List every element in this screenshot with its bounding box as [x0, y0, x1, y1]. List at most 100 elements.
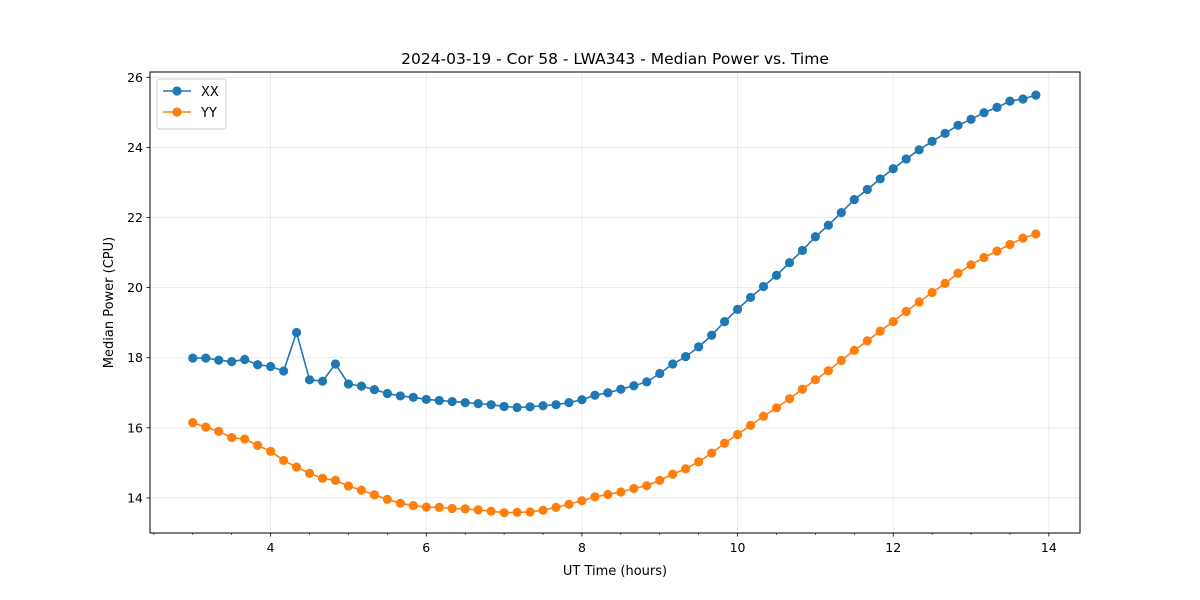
data-point-xx	[784, 258, 795, 268]
data-point-yy	[525, 507, 535, 517]
data-point-yy	[577, 496, 587, 506]
data-point-xx	[979, 108, 989, 118]
data-point-xx	[681, 352, 691, 362]
data-point-yy	[875, 326, 885, 336]
data-point-yy	[330, 475, 341, 486]
data-point-yy	[745, 420, 756, 430]
legend-label-xx: XX	[201, 85, 219, 100]
data-point-yy	[719, 438, 730, 448]
data-point-xx	[253, 360, 263, 370]
data-point-xx	[188, 353, 198, 363]
data-point-yy	[460, 504, 470, 514]
data-point-yy	[512, 507, 522, 517]
data-point-xx	[512, 402, 522, 413]
data-point-yy	[694, 457, 704, 467]
data-point-xx	[719, 317, 730, 327]
data-point-xx	[421, 394, 431, 405]
data-point-yy	[214, 426, 224, 436]
data-point-xx	[590, 390, 600, 400]
data-point-yy	[434, 502, 444, 513]
data-point-yy	[304, 468, 315, 478]
data-point-yy	[356, 485, 367, 495]
data-point-xx	[707, 330, 717, 340]
data-point-xx	[758, 281, 769, 292]
data-point-xx	[499, 401, 509, 412]
legend-marker-xx	[172, 86, 182, 96]
data-point-xx	[343, 379, 354, 389]
data-point-yy	[992, 246, 1002, 256]
data-point-yy	[408, 501, 418, 511]
data-point-yy	[253, 440, 263, 450]
data-point-xx	[732, 304, 743, 314]
y-tick-label: 24	[127, 140, 143, 155]
data-point-yy	[758, 411, 769, 421]
data-point-yy	[1031, 229, 1041, 239]
data-point-yy	[836, 355, 846, 366]
data-point-xx	[525, 402, 535, 412]
y-axis-label: Median Power (CPU)	[102, 237, 117, 368]
data-point-xx	[823, 220, 833, 230]
legend-label-yy: YY	[200, 106, 217, 121]
data-point-yy	[382, 494, 392, 504]
data-point-yy	[914, 297, 924, 307]
data-point-xx	[564, 397, 574, 408]
data-point-yy	[590, 492, 600, 502]
y-tick-label: 18	[127, 350, 143, 365]
legend: XX YY	[156, 78, 227, 130]
data-point-yy	[927, 287, 937, 298]
x-axis-label: UT Time (hours)	[563, 564, 667, 579]
plot-frame	[149, 71, 1081, 534]
data-point-xx	[447, 396, 457, 407]
data-point-xx	[966, 114, 976, 124]
data-point-xx	[616, 384, 626, 394]
data-point-xx	[201, 353, 211, 363]
x-tick-label: 14	[1041, 540, 1057, 555]
y-tick-label: 26	[127, 70, 143, 85]
data-point-yy	[395, 498, 405, 508]
data-point-xx	[875, 174, 885, 184]
data-point-xx	[317, 376, 328, 386]
series	[188, 90, 1041, 518]
data-point-yy	[201, 422, 211, 432]
data-point-xx	[1018, 94, 1028, 104]
data-point-xx	[356, 381, 367, 391]
data-point-yy	[279, 455, 289, 466]
y-tick-label: 22	[127, 210, 143, 225]
data-point-xx	[862, 184, 872, 195]
data-point-yy	[240, 434, 250, 444]
data-point-xx	[914, 145, 924, 155]
data-point-xx	[266, 361, 276, 372]
data-point-yy	[616, 487, 626, 497]
data-point-xx	[395, 391, 405, 401]
data-point-yy	[564, 499, 574, 509]
data-point-yy	[849, 345, 859, 355]
data-point-xx	[940, 128, 950, 138]
data-point-xx	[888, 164, 898, 174]
data-point-xx	[551, 400, 561, 410]
data-point-yy	[901, 306, 911, 317]
data-point-xx	[434, 395, 444, 406]
data-point-yy	[953, 268, 963, 278]
y-tick-label: 16	[127, 420, 143, 435]
data-point-xx	[642, 377, 652, 387]
data-point-yy	[1018, 233, 1028, 243]
data-point-yy	[551, 502, 561, 513]
data-point-yy	[732, 429, 743, 440]
data-point-xx	[279, 366, 289, 376]
data-point-yy	[940, 278, 950, 288]
data-point-yy	[473, 505, 483, 515]
data-point-xx	[473, 399, 483, 409]
x-tick-label: 4	[267, 540, 275, 555]
chart-title: 2024-03-19 - Cor 58 - LWA343 - Median Po…	[401, 50, 829, 68]
ticks: 4 6 8 10 12 14 14 16 18 20 22 24 26	[127, 70, 1057, 555]
x-tick-label: 10	[730, 540, 746, 555]
data-point-xx	[745, 292, 756, 303]
data-point-yy	[369, 490, 379, 500]
data-point-xx	[538, 401, 548, 411]
data-point-yy	[486, 506, 496, 516]
x-tick-label: 8	[578, 540, 586, 555]
data-point-xx	[901, 154, 911, 164]
data-point-xx	[1031, 90, 1041, 100]
data-point-xx	[382, 388, 392, 399]
data-point-yy	[668, 469, 678, 479]
